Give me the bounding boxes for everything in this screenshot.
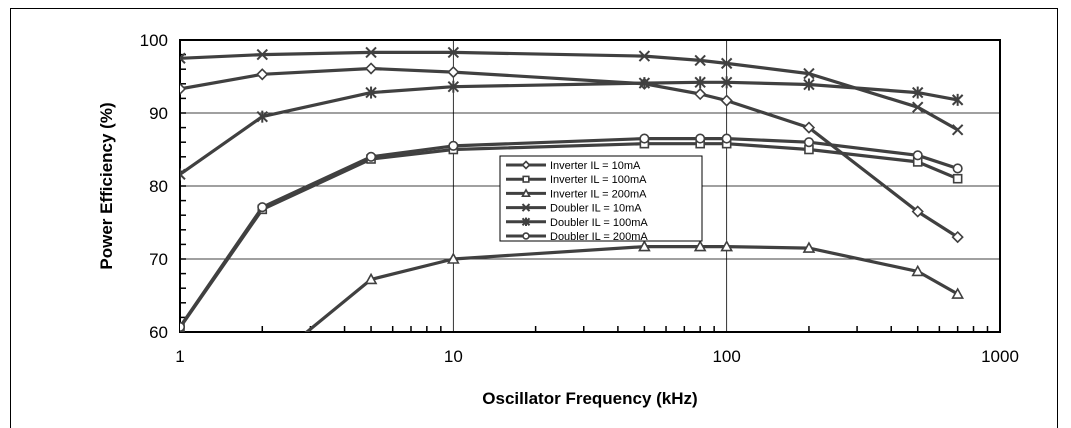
y-tick-label: 100 xyxy=(140,31,168,50)
data-point xyxy=(720,239,734,252)
series-line xyxy=(180,142,959,329)
data-point xyxy=(803,137,814,148)
data-point xyxy=(694,87,707,101)
data-point xyxy=(720,94,733,107)
data-point xyxy=(638,77,651,90)
data-point xyxy=(720,76,733,89)
figure-frame xyxy=(10,8,1058,428)
data-point xyxy=(802,241,816,253)
series-line xyxy=(180,80,958,176)
data-point xyxy=(952,173,963,184)
series-line xyxy=(180,50,959,132)
data-point xyxy=(638,50,651,62)
y-tick-label: 80 xyxy=(149,177,168,196)
y-axis-title: Power Efficiency (%) xyxy=(97,102,116,269)
data-point xyxy=(952,163,963,174)
data-point xyxy=(448,140,459,151)
x-tick-label: 1000 xyxy=(981,347,1019,366)
series-line xyxy=(304,245,959,332)
legend-entry: Inverter IL = 100mA xyxy=(506,174,647,186)
legend-entry: Doubler IL = 100mA xyxy=(506,217,648,229)
series-6 xyxy=(180,133,963,332)
data-point xyxy=(365,86,377,99)
legend-entry: Doubler IL = 10mA xyxy=(506,203,642,215)
data-point xyxy=(446,252,460,264)
legend-entry: Doubler IL = 200mA xyxy=(506,231,648,243)
data-point xyxy=(180,168,186,181)
series-3 xyxy=(304,239,965,332)
data-point xyxy=(256,48,268,61)
series-1 xyxy=(180,62,964,244)
legend-box xyxy=(499,155,703,242)
series-layer xyxy=(180,46,965,332)
data-point xyxy=(802,121,816,134)
data-point xyxy=(256,68,269,81)
data-point xyxy=(721,133,732,144)
data-point xyxy=(521,217,531,227)
data-point xyxy=(695,133,706,144)
data-point xyxy=(951,124,964,136)
data-point xyxy=(951,287,965,299)
data-point xyxy=(694,76,706,89)
data-point xyxy=(911,264,925,277)
legend-label: Inverter IL = 100mA xyxy=(550,174,647,186)
legend: Inverter IL = 10mA Inverter IL = 100mA Inv… xyxy=(499,155,703,243)
data-point xyxy=(693,239,707,252)
data-point xyxy=(257,202,268,213)
data-point xyxy=(522,232,530,240)
x-axis-title: Oscillator Frequency (kHz) xyxy=(482,389,697,408)
data-point xyxy=(364,272,378,285)
data-point xyxy=(720,57,733,70)
legend-label: Inverter IL = 10mA xyxy=(550,160,641,172)
data-point xyxy=(912,86,924,99)
series-4 xyxy=(180,46,964,136)
data-point xyxy=(522,175,530,183)
x-tick-label: 10 xyxy=(444,347,463,366)
data-point xyxy=(951,93,964,106)
data-point xyxy=(447,46,460,59)
data-point xyxy=(180,52,186,64)
data-point xyxy=(638,239,651,252)
legend-label: Doubler IL = 10mA xyxy=(550,203,642,215)
data-point xyxy=(365,46,377,59)
data-point xyxy=(803,78,815,91)
data-point xyxy=(364,62,378,75)
legend-entry: Inverter IL = 200mA xyxy=(506,188,647,200)
y-tick-label: 60 xyxy=(149,323,168,342)
plot-area-frame xyxy=(179,39,1001,333)
legend-label: Inverter IL = 200mA xyxy=(550,188,647,200)
data-point xyxy=(447,80,460,93)
data-point xyxy=(912,101,924,113)
data-point xyxy=(951,230,964,244)
series-line xyxy=(180,66,959,239)
data-point xyxy=(912,150,923,161)
y-tick-label: 70 xyxy=(149,250,168,269)
data-point xyxy=(447,65,460,79)
data-point xyxy=(180,82,187,96)
legend-entry: Inverter IL = 10mA xyxy=(506,160,641,172)
data-point xyxy=(803,67,815,80)
x-tick-label: 100 xyxy=(712,347,740,366)
data-point xyxy=(521,188,531,197)
data-point xyxy=(694,54,706,67)
data-point xyxy=(911,205,924,218)
legend-label: Doubler IL = 100mA xyxy=(550,217,648,229)
tick-labels: 1 10 100 1000 60 70 80 90 100 xyxy=(140,31,1019,366)
data-point xyxy=(639,133,650,144)
data-point xyxy=(180,321,186,332)
data-point xyxy=(366,151,377,162)
data-point xyxy=(521,203,531,212)
y-tick-label: 90 xyxy=(149,104,168,123)
data-point xyxy=(256,110,268,123)
series-5 xyxy=(180,76,964,181)
x-tick-label: 1 xyxy=(175,347,184,366)
series-line xyxy=(180,137,959,328)
data-point xyxy=(521,160,531,170)
legend-label: Doubler IL = 200mA xyxy=(550,231,648,243)
